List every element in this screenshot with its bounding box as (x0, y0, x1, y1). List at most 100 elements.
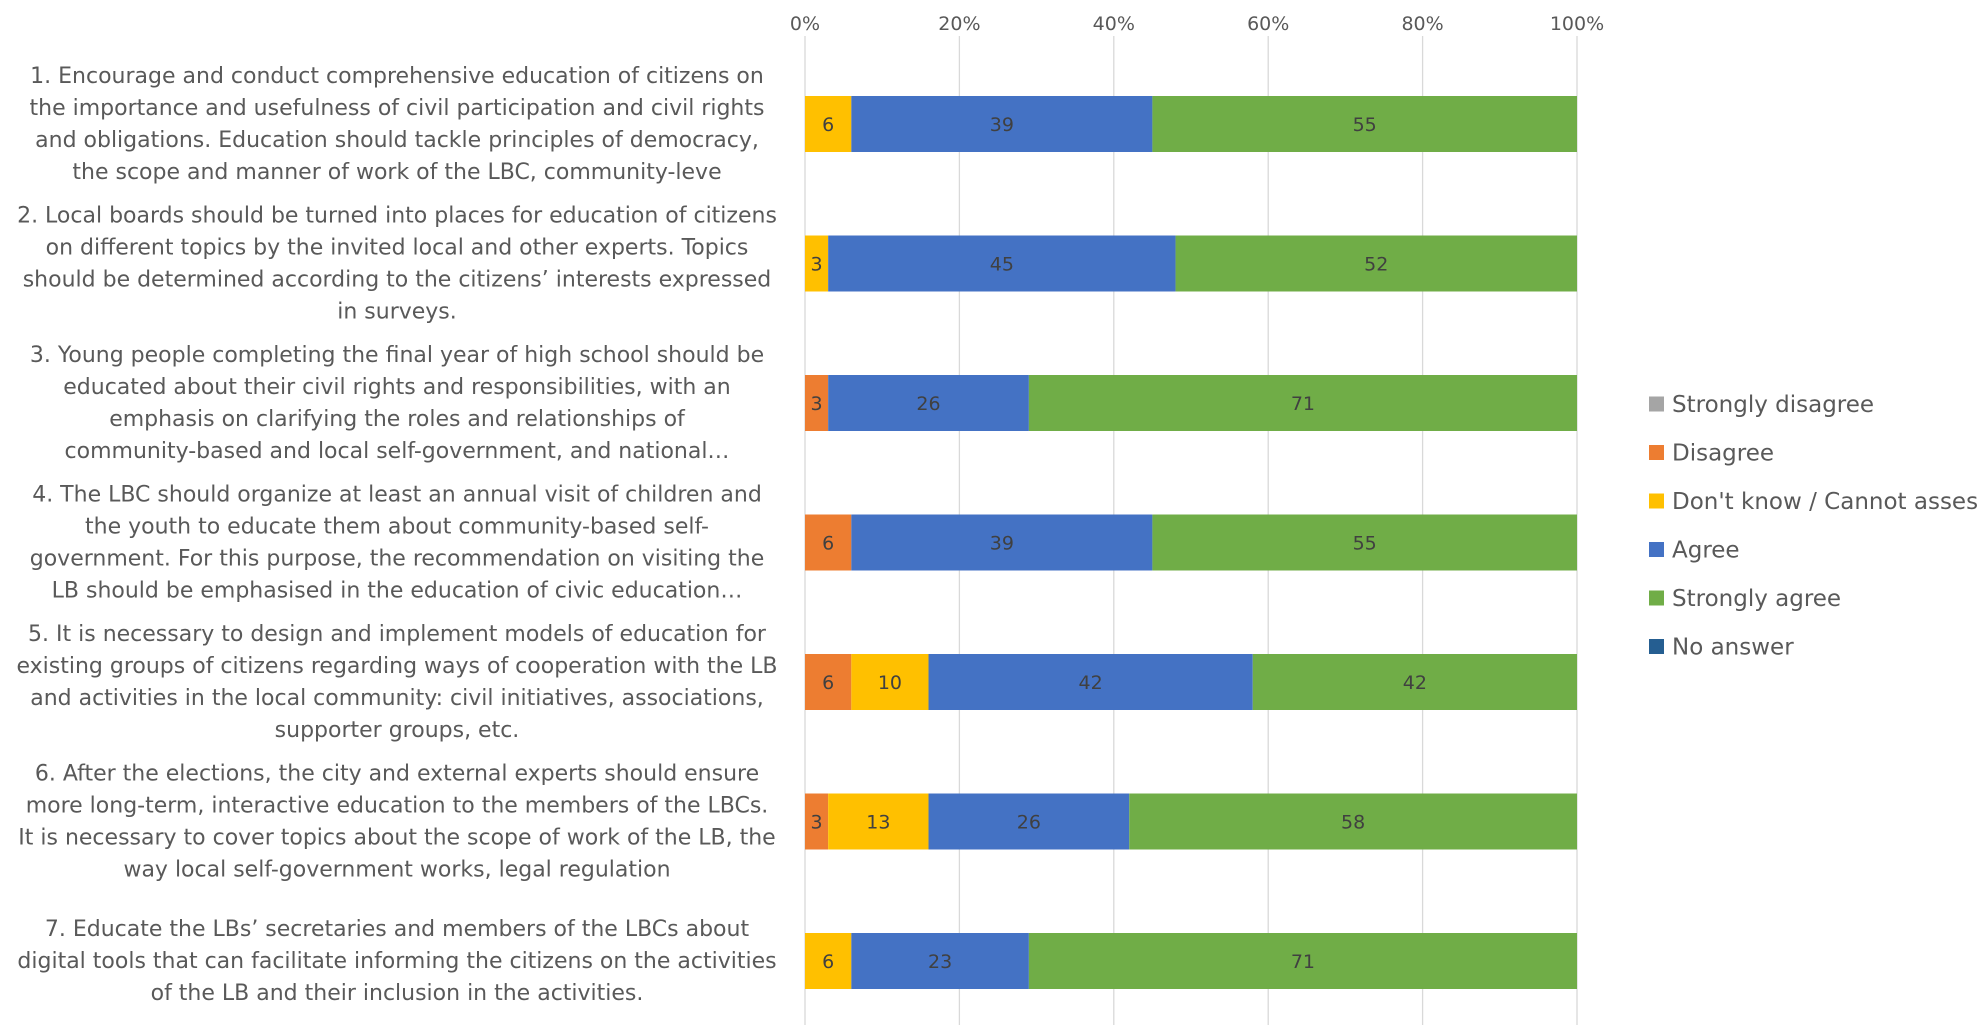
data-label: 10 (878, 672, 902, 694)
data-label: 3 (811, 812, 823, 834)
legend-label: Don't know / Cannot assess (1672, 489, 1978, 515)
x-tick-label: 80% (1401, 13, 1443, 35)
bar-segment (851, 514, 1153, 571)
data-label: 3 (811, 254, 823, 276)
category-label-line: more long-term, interactive education to… (26, 794, 769, 819)
legend-swatch (1649, 445, 1664, 460)
data-label: 26 (916, 393, 940, 415)
legend-label: Agree (1672, 538, 1740, 564)
category-label: 2. Local boards should be turned into pl… (17, 204, 777, 325)
x-tick-label: 20% (938, 13, 980, 35)
bar-segment (1175, 235, 1577, 292)
legend-item: Don't know / Cannot assess (1649, 489, 1978, 515)
category-label: 5. It is necessary to design and impleme… (17, 622, 778, 743)
legend-swatch (1649, 493, 1664, 509)
bar-segment (1252, 654, 1577, 710)
bar-segment (928, 793, 1130, 850)
legend-item: No answer (1649, 635, 1794, 661)
data-label: 71 (1291, 393, 1315, 415)
category-label-line: It is necessary to cover topics about th… (18, 826, 775, 851)
bar-segment (805, 793, 829, 850)
bar-segment (805, 96, 852, 152)
category-label-line: 4. The LBC should organize at least an a… (32, 483, 762, 508)
category-label-line: in surveys. (337, 300, 457, 325)
data-label: 55 (1353, 114, 1377, 136)
bars: 6 39 55 3 45 52 3 26 71 6 39 55 6 10 42 42 3 13 26 58 6 23 71 (805, 96, 1577, 989)
bar-segment (851, 654, 929, 710)
category-label-line: and obligations. Education should tackle… (35, 128, 759, 153)
category-label: 7. Educate the LBs’ secretaries and memb… (17, 917, 776, 1006)
category-label-line: educated about their civil rights and re… (63, 375, 730, 400)
category-label: 6. After the elections, the city and ext… (18, 762, 775, 883)
data-label: 13 (866, 812, 890, 834)
category-label: 3. Young people completing the final yea… (30, 343, 764, 464)
bar-segment (1152, 514, 1577, 571)
data-label: 58 (1341, 812, 1365, 834)
bar-segment (805, 514, 852, 571)
bar-segment (805, 375, 829, 431)
bar-row: 6 39 55 (805, 96, 1577, 152)
bar-segment (805, 654, 852, 710)
category-label-line: LB should be emphasised in the education… (52, 579, 743, 604)
bar-row: 6 10 42 42 (805, 654, 1577, 710)
data-label: 39 (990, 114, 1014, 136)
bar-row: 3 13 26 58 (805, 793, 1577, 850)
bar-row: 6 23 71 (805, 933, 1577, 989)
legend-label: Disagree (1672, 441, 1774, 467)
category-label-line: 7. Educate the LBs’ secretaries and memb… (45, 917, 750, 942)
legend-item: Disagree (1649, 441, 1774, 467)
bar-segment (828, 793, 929, 850)
category-label-line: community-based and local self-governmen… (65, 439, 730, 464)
bar-row: 3 45 52 (805, 235, 1577, 292)
category-label-line: existing groups of citizens regarding wa… (17, 654, 778, 679)
data-label: 39 (990, 533, 1014, 555)
legend-swatch (1649, 639, 1664, 654)
x-tick-label: 0% (790, 13, 820, 35)
bar-row: 6 39 55 (805, 514, 1577, 571)
bar-segment (828, 235, 1176, 292)
bar-segment (851, 96, 1153, 152)
category-label-line: 1. Encourage and conduct comprehensive e… (30, 64, 764, 89)
category-label-line: government. For this purpose, the recomm… (30, 547, 765, 572)
category-label-line: the scope and manner of work of the LBC,… (72, 160, 721, 185)
data-label: 52 (1364, 254, 1388, 276)
data-label: 23 (928, 951, 952, 973)
data-label: 45 (990, 254, 1014, 276)
legend-label: Strongly disagree (1672, 392, 1874, 418)
data-label: 71 (1291, 951, 1315, 973)
data-label: 3 (811, 393, 823, 415)
bar-row: 3 26 71 (805, 375, 1577, 431)
category-label-line: the importance and usefulness of civil p… (30, 96, 765, 121)
legend-swatch (1649, 590, 1664, 606)
legend-item: Agree (1649, 538, 1740, 564)
bar-segment (828, 375, 1029, 431)
data-label: 6 (822, 114, 834, 136)
category-label-line: 2. Local boards should be turned into pl… (17, 204, 777, 229)
data-label: 42 (1079, 672, 1103, 694)
bar-segment (1129, 793, 1577, 850)
category-label-line: way local self-government works, legal r… (123, 858, 670, 883)
category-label-line: digital tools that can facilitate inform… (17, 949, 776, 974)
category-label: 1. Encourage and conduct comprehensive e… (30, 64, 765, 185)
legend-swatch (1649, 542, 1664, 557)
data-label: 6 (822, 533, 834, 555)
category-label: 4. The LBC should organize at least an a… (30, 483, 765, 604)
data-label: 26 (1017, 812, 1041, 834)
data-label: 42 (1403, 672, 1427, 694)
legend: Strongly disagree Disagree Don't know / Ca… (1649, 392, 1978, 661)
bar-segment (1152, 96, 1577, 152)
category-label-line: 6. After the elections, the city and ext… (35, 762, 759, 787)
category-label-line: should be determined according to the ci… (23, 268, 772, 293)
category-label-line: emphasis on clarifying the roles and rel… (109, 407, 686, 432)
category-label-line: 3. Young people completing the final yea… (30, 343, 764, 368)
bar-segment (1028, 375, 1577, 431)
bar-segment (805, 235, 829, 292)
x-tick-label: 100% (1550, 13, 1604, 35)
x-tick-label: 40% (1093, 13, 1135, 35)
legend-label: Strongly agree (1672, 586, 1841, 612)
bar-segment (1028, 933, 1577, 989)
x-tick-label: 60% (1247, 13, 1289, 35)
category-labels: 1. Encourage and conduct comprehensive e… (17, 64, 778, 1006)
category-label-line: and activities in the local community: c… (30, 686, 764, 711)
